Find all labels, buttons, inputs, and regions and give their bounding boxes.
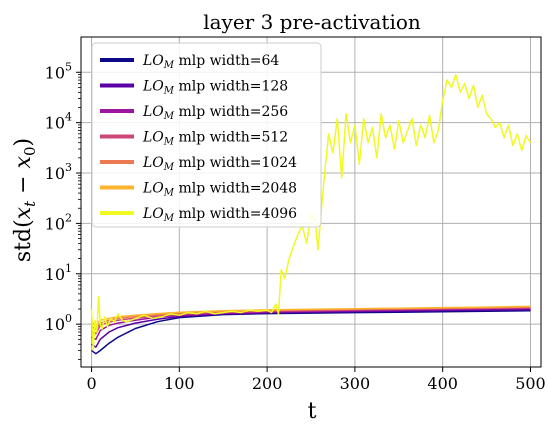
y-tick-label-0: 100 xyxy=(45,312,72,334)
y-label-suffix: ) xyxy=(11,138,36,147)
legend-label-6: LOM mlp width=4096 xyxy=(142,206,297,224)
legend-label-4: LOM mlp width=1024 xyxy=(142,155,297,173)
series-line-1 xyxy=(91,308,531,348)
y-label-var-2: x xyxy=(11,155,36,168)
series-line-6 xyxy=(90,73,532,352)
series-line-0 xyxy=(91,309,531,355)
x-tick-label-5: 500 xyxy=(515,374,546,393)
y-label-var-1: x xyxy=(11,206,36,219)
series-line-2 xyxy=(91,307,531,341)
legend-label-2: LOM mlp width=256 xyxy=(142,104,288,122)
y-label-sub-2: 0 xyxy=(21,146,39,156)
x-tick-label-3: 300 xyxy=(340,374,371,393)
chart-title: layer 3 pre-activation xyxy=(203,10,421,34)
series-lines xyxy=(90,73,532,355)
y-tick-label-4: 104 xyxy=(45,111,72,133)
legend-label-0: LOM mlp width=64 xyxy=(142,53,279,71)
x-tick-label-0: 0 xyxy=(86,374,96,393)
y-label-minus: − xyxy=(11,168,36,200)
x-tick-label-4: 400 xyxy=(427,374,458,393)
legend: LOM mlp width=64 LOM mlp width=128 LOM mlp… xyxy=(91,42,322,228)
y-label-prefix: std( xyxy=(11,219,36,262)
legend-label-5: LOM mlp width=2048 xyxy=(142,181,297,199)
y-axis-ticks: 100 101 102 103 104 105 xyxy=(45,60,81,360)
y-label-sub-1: t xyxy=(21,200,39,207)
x-axis-ticks: 0 100 200 300 400 500 xyxy=(86,367,546,393)
legend-label-3: LOM mlp width=512 xyxy=(142,130,288,148)
y-tick-label-1: 101 xyxy=(45,262,72,284)
y-tick-label-2: 102 xyxy=(45,211,72,233)
y-tick-label-3: 103 xyxy=(45,161,72,183)
legend-label-1: LOM mlp width=128 xyxy=(142,79,288,97)
x-tick-label-1: 100 xyxy=(164,374,195,393)
x-axis-label: t xyxy=(308,399,317,424)
y-tick-label-5: 105 xyxy=(45,60,72,82)
legend-box xyxy=(91,42,322,228)
plot-frame xyxy=(80,36,542,368)
x-tick-label-2: 200 xyxy=(252,374,283,393)
y-axis-label: std(xt − x0) xyxy=(11,138,39,262)
